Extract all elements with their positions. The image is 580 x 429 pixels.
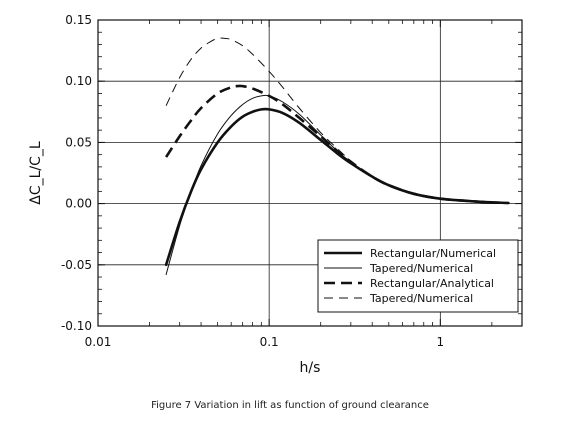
axis-tick-labels: 0.01 0.1 1 -0.10 -0.05 0.00 0.05 0.10 0.15 [61, 13, 444, 349]
x-tick-label: 1 [437, 335, 445, 349]
y-tick-label: 0.05 [65, 135, 92, 149]
series-line-4 [165, 37, 509, 204]
series-line-3 [165, 84, 509, 205]
y-tick-label: -0.05 [61, 258, 92, 272]
y-tick-label: 0.10 [65, 74, 92, 88]
y-tick-label: -0.10 [61, 319, 92, 333]
series-group [164, 37, 510, 276]
legend-label: Rectangular/Numerical [370, 247, 496, 260]
x-tick-label: 0.1 [260, 335, 279, 349]
y-tick-label: 0.15 [65, 13, 92, 27]
x-tick-label: 0.01 [85, 335, 112, 349]
figure-caption: Figure 7 Variation in lift as function o… [151, 400, 429, 411]
y-tick-label: 0.00 [65, 197, 92, 211]
legend-label: Tapered/Numerical [369, 262, 473, 275]
x-axis-title: h/s [300, 360, 321, 376]
lift-variation-chart: 0.01 0.1 1 -0.10 -0.05 0.00 0.05 0.10 0.15 h/s Δ… [28, 13, 523, 376]
legend: Rectangular/Numerical Tapered/Numerical Re… [317, 239, 519, 313]
axis-ticks [97, 19, 523, 327]
plot-frame [97, 19, 523, 327]
legend-label: Tapered/Numerical [369, 292, 473, 305]
legend-label: Rectangular/Analytical [370, 277, 494, 290]
y-axis-title: ΔC_L/C_L [28, 141, 44, 205]
